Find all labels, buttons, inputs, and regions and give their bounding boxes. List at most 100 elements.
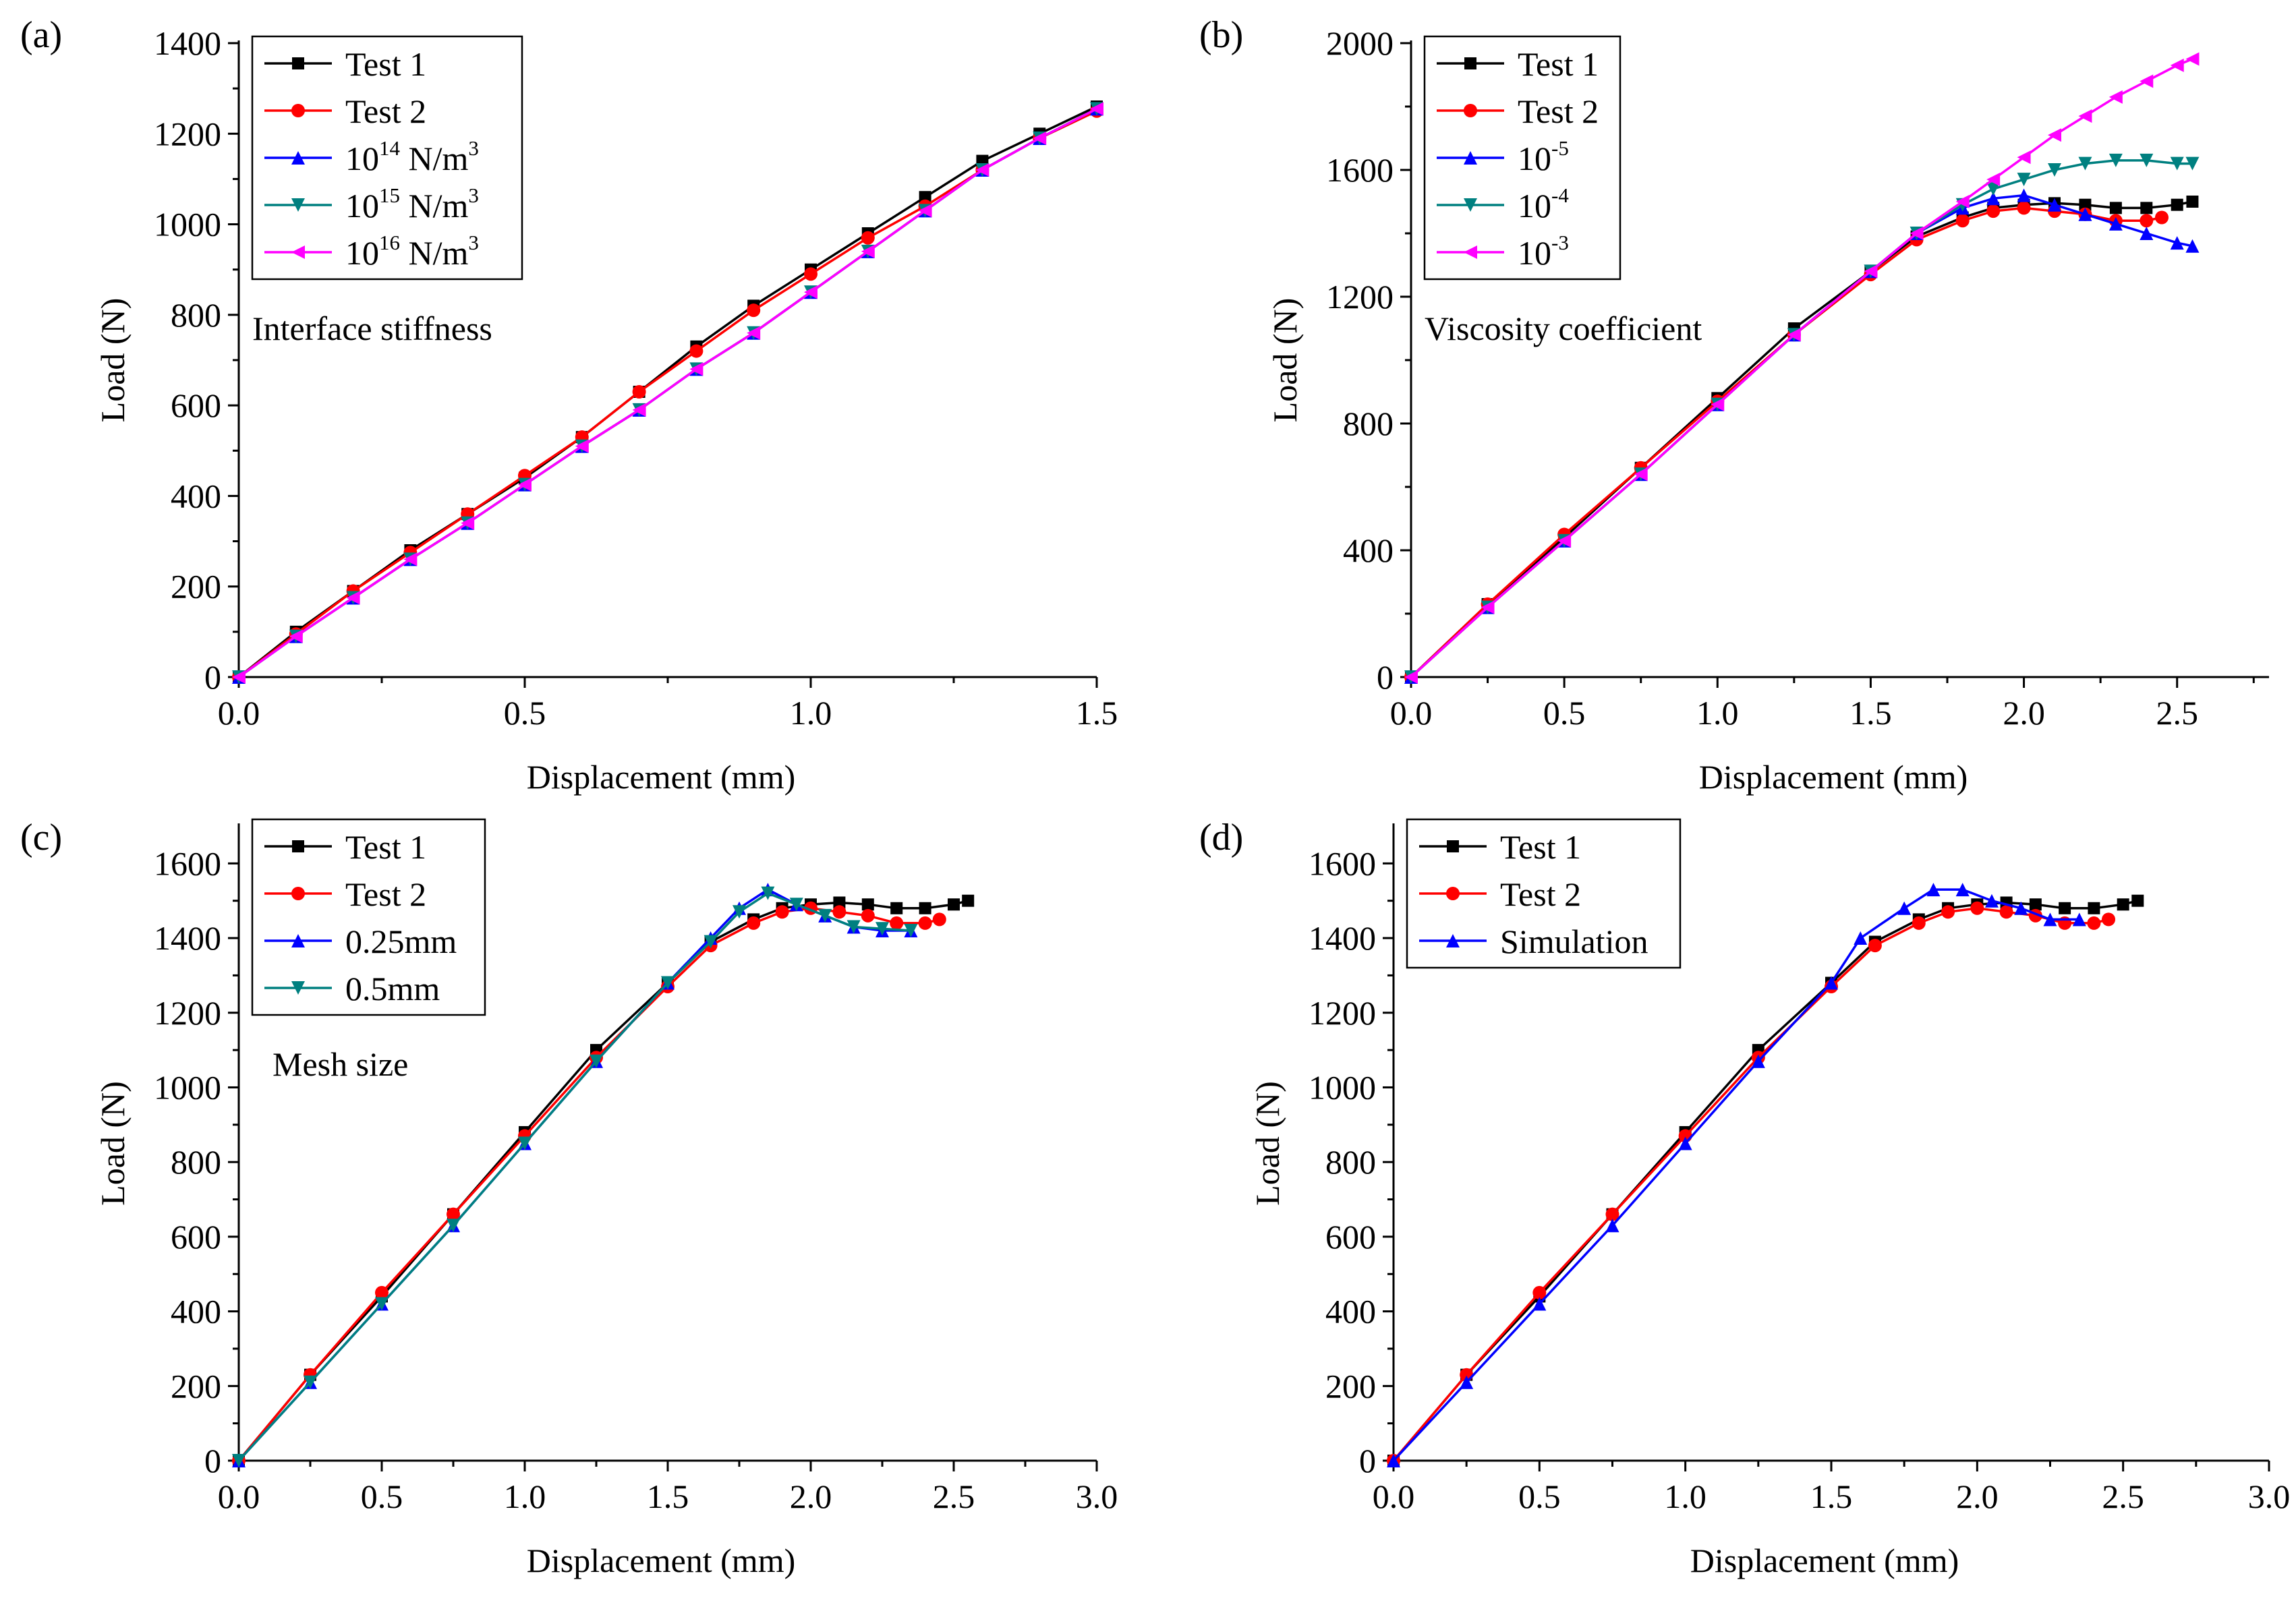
series-line: [237, 110, 1097, 678]
y-tick-label: 1000: [154, 1068, 221, 1106]
legend-label-2-3: 0.5mm: [345, 970, 440, 1007]
data-point: [346, 591, 360, 605]
y-tick-label: 2000: [1326, 24, 1394, 62]
data-point: [2059, 902, 2071, 914]
data-point: [2155, 210, 2169, 225]
data-point: [2017, 201, 2031, 215]
data-point: [704, 935, 718, 949]
x-tick-label: 0.5: [1543, 694, 1586, 732]
panel-annotation: Mesh size: [272, 1045, 408, 1083]
legend-label-unit-exponent: 3: [468, 231, 479, 254]
legend-label-base: 0.5mm: [345, 970, 440, 1007]
legend-label-1-1: Test 2: [1518, 92, 1599, 130]
x-axis-title: Displacement (mm): [1699, 758, 1968, 796]
y-tick-label: 200: [171, 568, 221, 606]
series-line: [1392, 900, 2138, 1462]
legend-marker: [291, 245, 305, 259]
y-tick-label: 1600: [1309, 844, 1376, 882]
x-tick-label: 1.0: [1696, 694, 1739, 732]
data-point: [1868, 939, 1882, 953]
x-tick-label: 0.5: [361, 1478, 403, 1515]
data-point: [904, 923, 918, 937]
legend-marker: [1464, 198, 1477, 212]
data-point: [1387, 1454, 1400, 1467]
legend-marker: [291, 934, 305, 947]
data-point: [2108, 153, 2123, 167]
data-point: [2108, 90, 2123, 104]
series-line: [1392, 888, 2079, 1462]
data-point: [1825, 976, 1838, 990]
data-point: [1751, 1054, 1765, 1068]
series-line: [1410, 206, 2162, 678]
data-point: [1605, 1219, 1619, 1233]
x-tick-label: 2.5: [2102, 1478, 2144, 1515]
data-point: [733, 905, 746, 919]
legend-marker: [291, 151, 305, 165]
data-point: [1912, 916, 1926, 930]
data-point: [2170, 156, 2184, 171]
legend-label-0-4: 1016 N/m3: [345, 231, 479, 272]
y-tick-label: 800: [1343, 405, 1394, 442]
series-line: [237, 907, 940, 1462]
legend-marker: [291, 981, 305, 995]
data-point: [1605, 1207, 1619, 1221]
legend-marker: [1464, 151, 1477, 165]
y-axis-title: Load (N): [94, 1081, 132, 1206]
data-point: [2185, 239, 2200, 253]
chart-panel-0: (a) 0 200 400 600 800 1000 1200 1400 0.0 0.5 1.0 1.5…: [20, 14, 1118, 796]
data-point: [403, 552, 418, 566]
y-axis-title: Load (N): [1266, 298, 1304, 423]
data-point: [2078, 109, 2092, 123]
data-point: [1634, 467, 1648, 481]
legend-label-base: 10: [345, 234, 379, 272]
data-point: [375, 1285, 389, 1299]
data-point: [1678, 1136, 1692, 1150]
panel-label: (c): [20, 817, 62, 858]
data-point: [747, 303, 761, 318]
legend-label-base: 0.25mm: [345, 923, 457, 960]
data-point: [861, 231, 875, 245]
x-tick-label: 3.0: [1076, 1478, 1118, 1515]
legend-marker: [1447, 840, 1459, 852]
data-point: [375, 1297, 389, 1311]
data-point: [1970, 901, 1984, 915]
y-tick-label: 400: [1343, 531, 1394, 569]
x-tick-label: 1.5: [1076, 694, 1118, 732]
data-point: [1532, 1285, 1547, 1299]
series-line: [1392, 907, 2109, 1462]
data-point: [775, 905, 789, 919]
data-point: [2140, 153, 2154, 167]
data-point: [689, 344, 704, 358]
legend-label-base: Test 2: [1518, 92, 1599, 130]
data-point: [590, 1054, 603, 1068]
legend-marker: [1464, 245, 1477, 259]
legend-label-base: 10: [345, 187, 379, 225]
legend-label-0-2: 1014 N/m3: [345, 136, 479, 177]
x-axis-title: Displacement (mm): [527, 758, 796, 796]
data-point: [1955, 214, 1970, 228]
legend-label-base: 10: [1518, 187, 1551, 225]
data-point: [1532, 1297, 1547, 1311]
data-point: [447, 1219, 460, 1233]
legend-label-base: Test 1: [1518, 45, 1599, 83]
data-point: [1955, 195, 1970, 208]
data-point: [632, 403, 646, 417]
data-point: [2140, 214, 2154, 228]
legend-label-1-0: Test 1: [1518, 45, 1599, 83]
data-point: [1941, 905, 1955, 919]
legend-marker: [292, 57, 304, 69]
series-1-4: [1404, 52, 2200, 684]
x-tick-label: 0.5: [504, 694, 546, 732]
x-tick-label: 0.0: [218, 694, 260, 732]
data-point: [1404, 670, 1418, 684]
data-point: [804, 285, 817, 299]
y-tick-label: 1400: [1309, 919, 1376, 957]
y-tick-label: 0: [1359, 1442, 1376, 1480]
legend-label-base: Simulation: [1500, 923, 1648, 960]
legend-label-exponent: -3: [1551, 231, 1569, 254]
legend-label-exponent: 15: [379, 183, 400, 207]
data-point: [2131, 894, 2144, 907]
x-tick-label: 1.0: [1664, 1478, 1706, 1515]
legend-label-base: Test 1: [345, 828, 426, 866]
data-point: [861, 898, 874, 911]
